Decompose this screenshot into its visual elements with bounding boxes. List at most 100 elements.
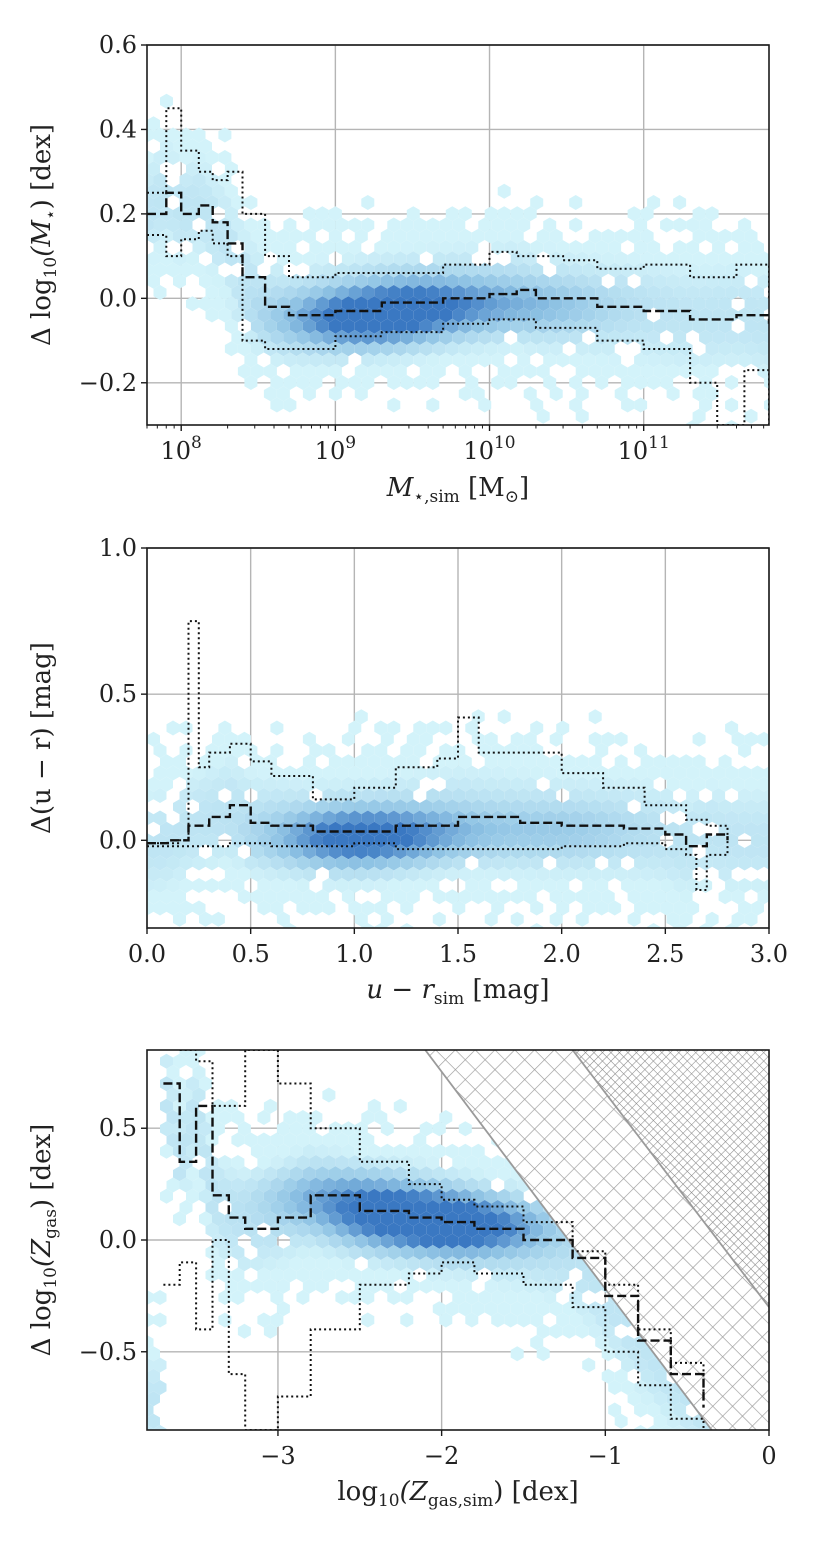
- hexbin-cell: [367, 821, 381, 837]
- lines-1: [147, 107, 769, 425]
- hexbin-cell: [419, 866, 433, 882]
- hexbin-cell: [250, 318, 264, 334]
- hexbin-cell: [212, 1121, 225, 1137]
- hexbin-cell: [315, 844, 329, 860]
- hexbin-cell: [380, 296, 394, 312]
- hexbin-cell: [484, 273, 498, 289]
- y-tick-label: 1.0: [99, 534, 137, 562]
- hexbin-cell: [484, 1256, 498, 1272]
- hexbin-cell: [199, 228, 212, 244]
- hexbin-cell: [341, 1121, 355, 1137]
- hexbin-cell: [556, 720, 570, 736]
- hexbin-cell: [471, 821, 485, 837]
- hexbin-cell: [465, 330, 479, 345]
- hexbin-cell: [549, 1278, 563, 1294]
- hexbin-cell: [224, 183, 238, 199]
- hexbin-cell: [510, 1256, 524, 1272]
- hexbin-cell: [478, 833, 492, 848]
- hexbin-cell: [523, 889, 537, 905]
- hexbin-cell: [562, 776, 576, 792]
- hexbin-cell: [212, 273, 225, 289]
- hexbin-cell: [484, 776, 498, 792]
- hexbin-cell: [705, 386, 719, 402]
- hexbin-cell: [231, 217, 245, 233]
- hexbin-cell: [673, 900, 687, 916]
- hexbin-cell: [686, 240, 700, 255]
- hexbin-cell: [751, 810, 764, 826]
- hexbin-cell: [705, 251, 719, 267]
- hexbin-cell: [212, 731, 225, 747]
- hexbin-cell: [341, 821, 355, 837]
- hexbin-cell: [686, 833, 700, 848]
- hexbin-cell: [322, 855, 336, 871]
- hexbin-cell: [341, 844, 355, 860]
- hexbin-cell: [374, 855, 388, 871]
- hexbin-cell: [452, 262, 466, 278]
- hexbin-cell: [419, 1188, 433, 1204]
- hexbin-cell: [660, 217, 674, 233]
- hexbin-cell: [296, 285, 310, 300]
- hexbin-cell: [536, 318, 550, 334]
- hexbin-cell: [387, 397, 401, 413]
- hexbin-cell: [160, 1121, 173, 1137]
- hexbin-cell: [406, 1233, 420, 1249]
- hexbin-cell: [465, 1245, 479, 1260]
- hexbin-cell: [523, 1278, 537, 1294]
- hexbin-cell: [361, 1132, 375, 1148]
- hexbin-cell: [523, 386, 537, 402]
- hexbin-cell: [653, 799, 667, 815]
- hexbin-cell: [283, 1200, 297, 1215]
- hexbin-cell: [699, 262, 713, 278]
- hexbin-cell: [595, 900, 609, 916]
- hexbin-cell: [660, 765, 674, 781]
- hexbin-cell: [679, 318, 693, 334]
- hexbin-cell: [601, 799, 615, 815]
- hexbin-cell: [517, 833, 531, 848]
- hexbin-2: [147, 709, 784, 928]
- hexbin-cell: [744, 341, 758, 357]
- hexbin-cell: [419, 1211, 433, 1227]
- hexbin-cell: [173, 1211, 186, 1227]
- hexbin-cell: [497, 183, 511, 199]
- hexbin-cell: [160, 821, 173, 837]
- hexbin-cell: [614, 1346, 628, 1362]
- hexbin-cell: [549, 776, 563, 792]
- hexbin-cell: [530, 262, 544, 278]
- hexbin-cell: [296, 1155, 310, 1170]
- hexbin-cell: [510, 1278, 524, 1294]
- hexbin-cell: [771, 912, 784, 927]
- hexbin-cell: [354, 1143, 368, 1159]
- hexbin-cell: [147, 183, 160, 199]
- hexbin-cell: [751, 262, 764, 278]
- hexbin-cell: [205, 855, 219, 871]
- hexbin-cell: [283, 330, 297, 345]
- hexbin-cell: [406, 341, 420, 357]
- hexbin-cell: [666, 844, 680, 860]
- hexbin-cell: [536, 1346, 550, 1362]
- hexbin-cell: [764, 330, 769, 345]
- hexbin-cell: [250, 799, 264, 815]
- hexbin-cell: [432, 1278, 446, 1294]
- hexbin-cell: [283, 833, 297, 848]
- hexbin-cell: [406, 251, 420, 267]
- hexbin-cell: [315, 1211, 329, 1227]
- hexbin-cell: [393, 776, 407, 792]
- hexbin-cell: [361, 375, 375, 390]
- hexbin-cell: [374, 352, 388, 368]
- hexbin-cell: [484, 1278, 498, 1294]
- hexbin-cell: [160, 251, 173, 267]
- hexbin-cell: [497, 228, 511, 244]
- hexbin-cell: [283, 397, 297, 413]
- hexbin-cell: [283, 1245, 297, 1260]
- hexbin-cell: [283, 217, 297, 233]
- hexbin-cell: [270, 330, 284, 345]
- hexbin-cell: [374, 720, 388, 736]
- hexbin-cell: [153, 1357, 167, 1373]
- hexbin-cell: [465, 240, 479, 255]
- hexbin-cell: [374, 765, 388, 781]
- hexbin-cell: [569, 352, 583, 368]
- hexbin-cell: [205, 833, 219, 848]
- hexbin-cell: [497, 296, 511, 312]
- hexbin-cell: [653, 754, 667, 770]
- hexbin-cell: [504, 375, 518, 390]
